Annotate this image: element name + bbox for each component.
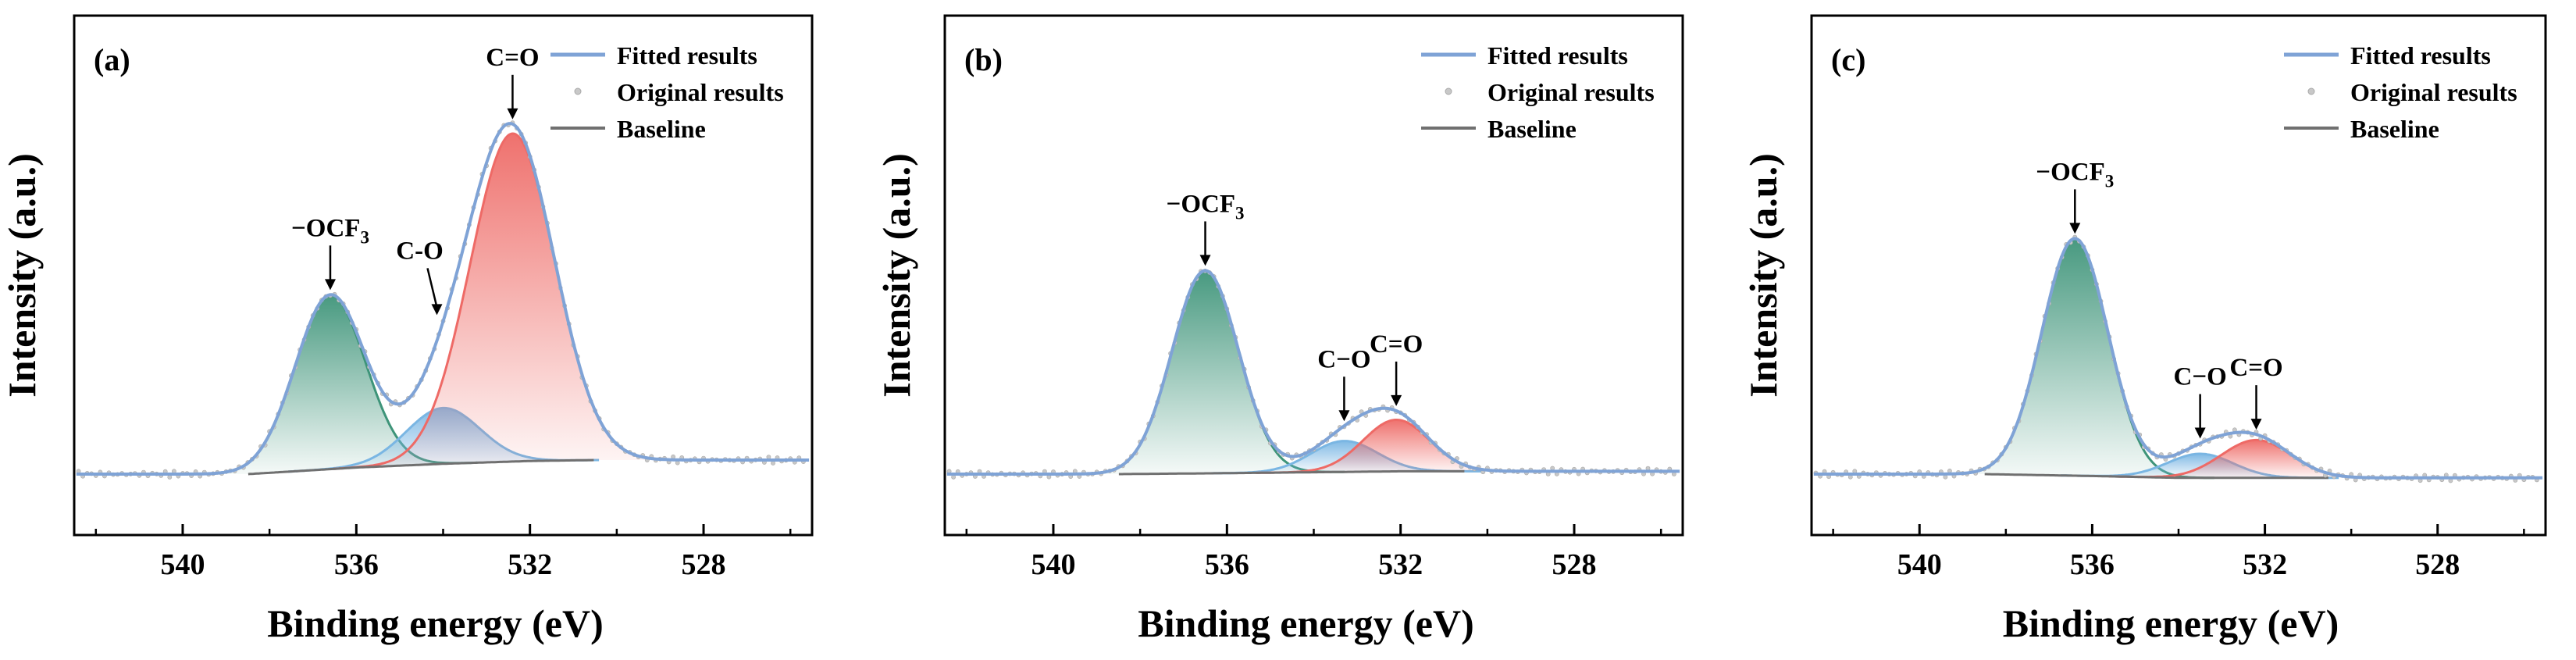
annotation-1: C-O [396,237,444,316]
annotation-label: −OCF3 [291,214,369,247]
original-point [1947,469,1952,473]
y-axis-title: Intensity (a.u.) [0,153,44,398]
annotation-label: C=O [486,44,539,72]
annotation-2: C=O [1370,330,1423,406]
legend-label-baseline: Baseline [617,115,706,143]
legend-label-fitted: Fitted results [617,41,757,70]
legend-label-original: Original results [2350,78,2517,106]
baseline-line [1984,473,2328,480]
annotation-arrow-head [2069,223,2081,234]
peak-fill-1 [2061,454,2339,478]
legend: Fitted results Original results Baseline [550,41,784,143]
x-tick-label: 528 [1552,548,1597,581]
annotation-1: C−O [1317,345,1371,422]
peak-fill-2 [1256,419,1536,473]
original-point [766,455,771,459]
original-point [167,475,173,480]
annotation-arrow-head [1391,394,1402,406]
y-axis-title: Intensity (a.u.) [1741,153,1785,398]
annotation-2: C=O [2229,354,2283,430]
x-axis-title: Binding energy (eV) [2003,601,2339,645]
fitted-results-line [76,122,810,476]
panel-b: 540 536 532 528 Binding energy (eV) Intensity… [875,14,1684,645]
annotation-label: C=O [2229,354,2282,382]
legend-label-original: Original results [617,78,784,106]
x-tick-label: 528 [2415,548,2460,581]
legend-label-original: Original results [1488,78,1655,106]
annotation-arrow-head [1199,255,1211,266]
fitted-results-line [1813,237,2543,480]
x-axis-title: Binding energy (eV) [267,601,604,645]
annotation-0: −OCF3 [2036,158,2114,234]
legend: Fitted results Original results Baseline [1421,41,1655,143]
x-tick-label: 536 [1205,548,1249,581]
legend-label-fitted: Fitted results [2350,41,2491,70]
annotation-label: C=O [1370,330,1423,359]
annotation-label: −OCF3 [1167,190,1245,223]
x-tick-label: 540 [1897,548,1942,581]
annotation-2: C=O [486,44,540,120]
original-results-points [1813,234,2539,483]
peak-fill-0 [1936,238,2214,478]
annotation-label: C−O [2173,363,2226,391]
annotation-arrow-shaft [426,268,438,308]
panel-label: (b) [964,42,1003,77]
x-tick-label: 532 [1378,548,1423,581]
annotation-arrow-head [2194,427,2206,439]
annotation-arrow-head [324,279,336,291]
x-tick-label: 540 [1031,548,1075,581]
legend-swatch-original [574,87,582,95]
x-tick-label: 532 [508,548,552,581]
original-point [1550,466,1555,471]
original-point [771,461,775,466]
annotation-label: C−O [1317,345,1370,373]
fitted-results-line [946,269,1680,476]
x-tick-label: 528 [682,548,726,581]
peak-fill-0 [182,295,478,474]
x-tick-label: 536 [334,548,379,581]
x-tick-label: 540 [160,548,205,581]
original-results-points [946,268,1676,480]
peak-fill-2 [333,134,691,469]
peak-fill-2 [2109,440,2403,478]
annotation-label: C-O [396,237,444,265]
x-tick-label: 536 [2070,548,2115,581]
legend-label-fitted: Fitted results [1488,41,1628,70]
annotation-0: −OCF3 [1167,190,1245,266]
legend: Fitted results Original results Baseline [2284,41,2517,143]
peak-fill-0 [1065,270,1345,474]
annotation-arrow-head [431,304,443,316]
annotation-arrow-head [1338,410,1350,422]
legend-label-baseline: Baseline [1488,115,1577,143]
baseline-line [1118,469,1465,476]
panel-label: (a) [94,42,130,77]
annotation-arrow-head [2250,419,2262,430]
legend-label-baseline: Baseline [2350,115,2439,143]
panel-label: (c) [1831,42,1865,77]
panel-c: 540 536 532 528 Binding energy (eV) Intensity… [1741,14,2547,645]
baseline-line [248,458,594,476]
panel-a: 540 536 532 528 Binding energy (eV) Intensity… [0,14,814,645]
legend-swatch-original [1445,87,1452,95]
annotation-0: −OCF3 [291,214,369,291]
y-axis-title: Intensity (a.u.) [875,153,918,398]
x-tick-label: 532 [2243,548,2287,581]
annotation-arrow-head [507,108,518,120]
annotation-label: −OCF3 [2036,158,2114,191]
x-axis-title: Binding energy (eV) [1138,601,1474,645]
legend-swatch-original [2307,87,2315,95]
annotation-1: C−O [2173,363,2227,439]
